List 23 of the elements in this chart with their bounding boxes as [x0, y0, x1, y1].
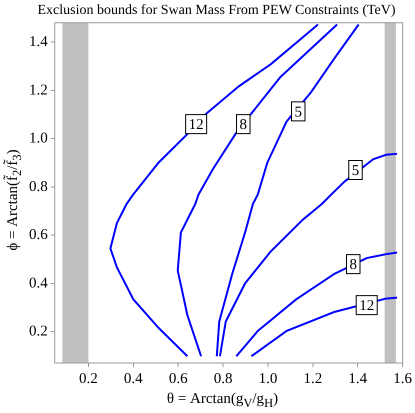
y-tick-label: 1.2	[29, 82, 48, 98]
x-tick-label: 1.4	[348, 370, 368, 387]
annotation: 12	[188, 117, 204, 134]
y-tick-label: 1.0	[29, 130, 48, 147]
annotation: 8	[240, 117, 248, 134]
x-tick-label: 0.2	[79, 370, 98, 387]
annotation: 12	[359, 298, 374, 314]
x-axis-title: θ = Arctan(g$_{V}$/g$_{H}$)	[166, 391, 280, 411]
x-tick-label: 1.2	[303, 370, 322, 387]
x-tick-label: 0.8	[214, 370, 232, 387]
y-tick-label: 0.4	[29, 275, 48, 292]
x-tick-label: 1.6	[393, 370, 412, 387]
y-tick-label: 0.2	[29, 324, 48, 340]
y-tick-label: 1.4	[29, 34, 48, 50]
annotation: 5	[352, 162, 360, 179]
x-tick-label: 0.4	[124, 370, 144, 387]
x-tick-label: 0.6	[168, 370, 188, 387]
annotation: 8	[350, 257, 357, 274]
y-tick-label: 0.6	[29, 227, 48, 244]
y-tick-label: 0.8	[29, 178, 48, 195]
x-tick-label: 1.0	[258, 370, 278, 387]
chart-title: Exclusion bounds for Swan Mass From PEW Constraints (TeV)	[37, 3, 396, 18]
annotation: 5	[294, 104, 302, 120]
